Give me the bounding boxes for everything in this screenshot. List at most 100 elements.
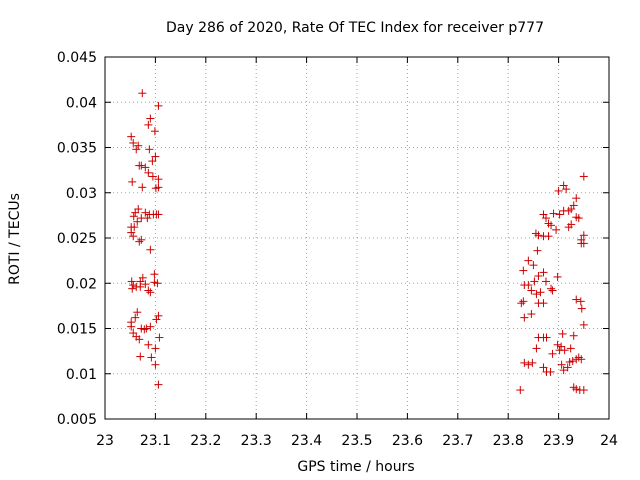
data-point — [546, 367, 555, 376]
y-tick-label: 0.015 — [57, 322, 97, 338]
data-point — [520, 313, 529, 322]
y-axis-label: ROTI / TECUs — [7, 193, 23, 285]
data-point — [131, 313, 140, 322]
data-point — [530, 277, 539, 286]
data-point — [542, 333, 551, 342]
data-point — [151, 344, 160, 353]
data-point — [572, 385, 581, 394]
axis-ticks: 23 23.1 23.2 23.3 23.4 23.5 23.6 23.7 23.8 23.9 24… — [57, 50, 618, 449]
data-point — [154, 311, 163, 320]
chart-title: Day 286 of 2020, Rate Of TEC Index for r… — [166, 20, 544, 36]
data-point — [558, 329, 567, 338]
y-tick-label: 0.02 — [66, 276, 97, 292]
y-tick-label: 0.025 — [57, 231, 97, 247]
y-tick-label: 0.04 — [66, 95, 97, 111]
data-point — [148, 157, 157, 166]
data-point — [519, 297, 528, 306]
y-tick-label: 0.01 — [66, 367, 97, 383]
x-tick-label: 23.6 — [392, 433, 423, 449]
data-point — [539, 268, 548, 277]
data-point — [136, 282, 145, 291]
data-point — [544, 232, 553, 241]
data-point — [560, 346, 569, 355]
data-point — [542, 277, 550, 286]
data-point — [144, 120, 153, 129]
data-point — [146, 288, 155, 297]
data-point — [579, 172, 588, 181]
x-tick-label: 23.7 — [442, 433, 473, 449]
data-point — [547, 221, 556, 230]
data-point — [534, 231, 543, 240]
data-point — [577, 239, 586, 248]
data-point — [141, 280, 150, 289]
data-point — [577, 304, 586, 313]
data-point — [564, 223, 573, 232]
data-point — [128, 284, 137, 293]
y-tick-label: 0.005 — [57, 412, 97, 428]
data-point — [565, 357, 574, 366]
data-point — [520, 358, 529, 367]
data-point — [536, 288, 545, 297]
data-point — [542, 214, 550, 223]
data-point — [135, 237, 144, 246]
data-point — [129, 232, 138, 241]
data-point — [154, 210, 163, 219]
data-point — [129, 138, 138, 147]
data-point — [532, 290, 541, 299]
data-point — [563, 363, 572, 372]
data-point — [579, 320, 588, 329]
x-tick-label: 23.8 — [493, 433, 524, 449]
data-point — [154, 380, 163, 389]
data-point — [569, 331, 578, 340]
data-point — [527, 286, 536, 295]
data-point — [548, 286, 557, 295]
data-point — [534, 299, 543, 308]
x-tick-label: 24 — [600, 433, 618, 449]
data-point — [566, 344, 575, 353]
data-point — [553, 340, 562, 349]
x-tick-label: 23.4 — [291, 433, 322, 449]
data-point — [579, 231, 588, 240]
data-point — [564, 206, 573, 215]
data-point — [132, 145, 141, 154]
data-point — [150, 270, 159, 279]
data-point — [527, 310, 536, 319]
x-tick-label: 23.5 — [341, 433, 372, 449]
data-point — [516, 386, 525, 395]
data-point — [144, 340, 153, 349]
data-point — [133, 308, 142, 317]
data-point — [152, 315, 161, 324]
data-point — [134, 141, 143, 150]
data-point — [133, 217, 142, 226]
data-points — [127, 89, 588, 395]
x-tick-label: 23.3 — [241, 433, 272, 449]
data-point — [127, 277, 136, 286]
data-point — [524, 256, 533, 265]
data-point — [151, 152, 160, 161]
x-tick-label: 23 — [96, 433, 114, 449]
data-point — [137, 324, 146, 333]
data-point — [155, 333, 164, 342]
data-point — [524, 360, 533, 369]
data-point — [572, 295, 581, 304]
data-point — [534, 272, 543, 281]
data-point — [136, 352, 145, 361]
data-point — [143, 214, 152, 223]
data-point — [154, 183, 163, 192]
data-point — [554, 186, 563, 195]
data-point — [138, 89, 147, 98]
x-axis-label: GPS time / hours — [297, 459, 414, 475]
data-point — [135, 335, 144, 344]
data-point — [553, 272, 562, 281]
data-point — [154, 101, 163, 110]
x-tick-label: 23.1 — [140, 433, 171, 449]
data-point — [576, 297, 585, 306]
x-tick-label: 23.9 — [543, 433, 574, 449]
data-point — [127, 132, 136, 141]
data-point — [127, 322, 136, 331]
data-point — [548, 349, 557, 358]
data-point — [559, 366, 568, 375]
data-point — [150, 127, 159, 136]
data-point — [577, 355, 586, 364]
